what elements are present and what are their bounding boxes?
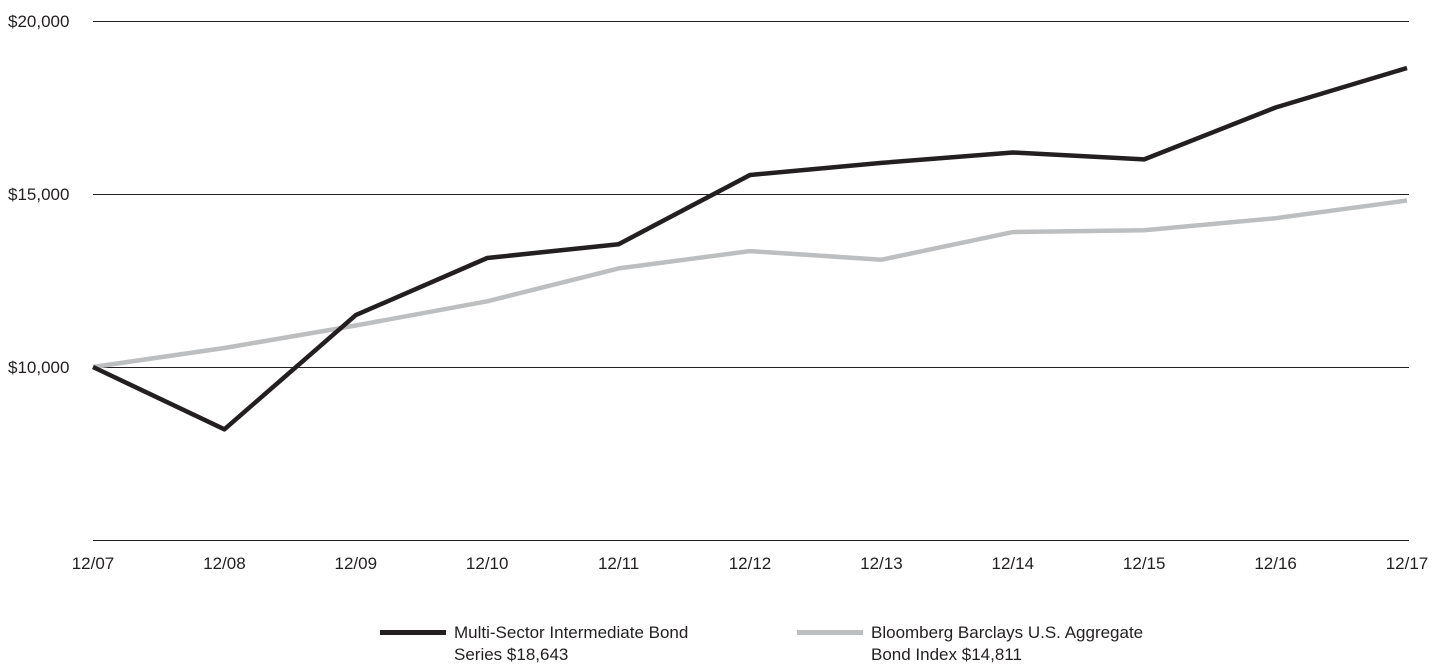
x-tick-label: 12/11	[598, 554, 639, 573]
legend-label-1-line-2: Series $18,643	[454, 645, 569, 664]
x-tick-label: 12/12	[729, 554, 772, 573]
x-tick-label: 12/16	[1254, 554, 1297, 573]
x-tick-label: 12/10	[466, 554, 509, 573]
y-tick-label: $15,000	[8, 185, 69, 204]
legend-entry-2: Bloomberg Barclays U.S. Aggregate Bond I…	[797, 622, 1143, 666]
series-line-2	[92, 198, 1408, 370]
series-lines	[92, 65, 1408, 432]
series-line-1	[92, 65, 1408, 432]
y-tick-label: $20,000	[8, 12, 69, 31]
x-tick-label: 12/08	[203, 554, 246, 573]
x-tick-label: 12/17	[1386, 554, 1429, 573]
legend-label-2: Bloomberg Barclays U.S. Aggregate Bond I…	[871, 622, 1143, 666]
x-tick-label: 12/07	[72, 554, 115, 573]
legend-label-1-line-1: Multi-Sector Intermediate Bond	[454, 623, 689, 642]
x-tick-label: 12/15	[1123, 554, 1166, 573]
legend-swatch-1	[380, 630, 446, 635]
legend-entry-1: Multi-Sector Intermediate Bond Series $1…	[380, 622, 688, 666]
x-axis-tick-labels: 12/07 12/08 12/09 12/10 12/11 12/12 12/13 12/14…	[72, 554, 1429, 573]
x-tick-label: 12/09	[335, 554, 378, 573]
x-tick-label: 12/14	[992, 554, 1035, 573]
gridlines	[93, 21, 1409, 541]
legend-swatch-2	[797, 630, 863, 635]
legend-label-2-line-1: Bloomberg Barclays U.S. Aggregate	[871, 623, 1144, 642]
x-tick-label: 12/13	[860, 554, 903, 573]
legend-label-2-line-2: Bond Index $14,811	[871, 645, 1022, 664]
y-tick-label: $10,000	[8, 358, 69, 377]
legend-label-1: Multi-Sector Intermediate Bond Series $1…	[454, 622, 688, 666]
y-axis-tick-labels: $10,000 $15,000 $20,000	[8, 12, 69, 377]
